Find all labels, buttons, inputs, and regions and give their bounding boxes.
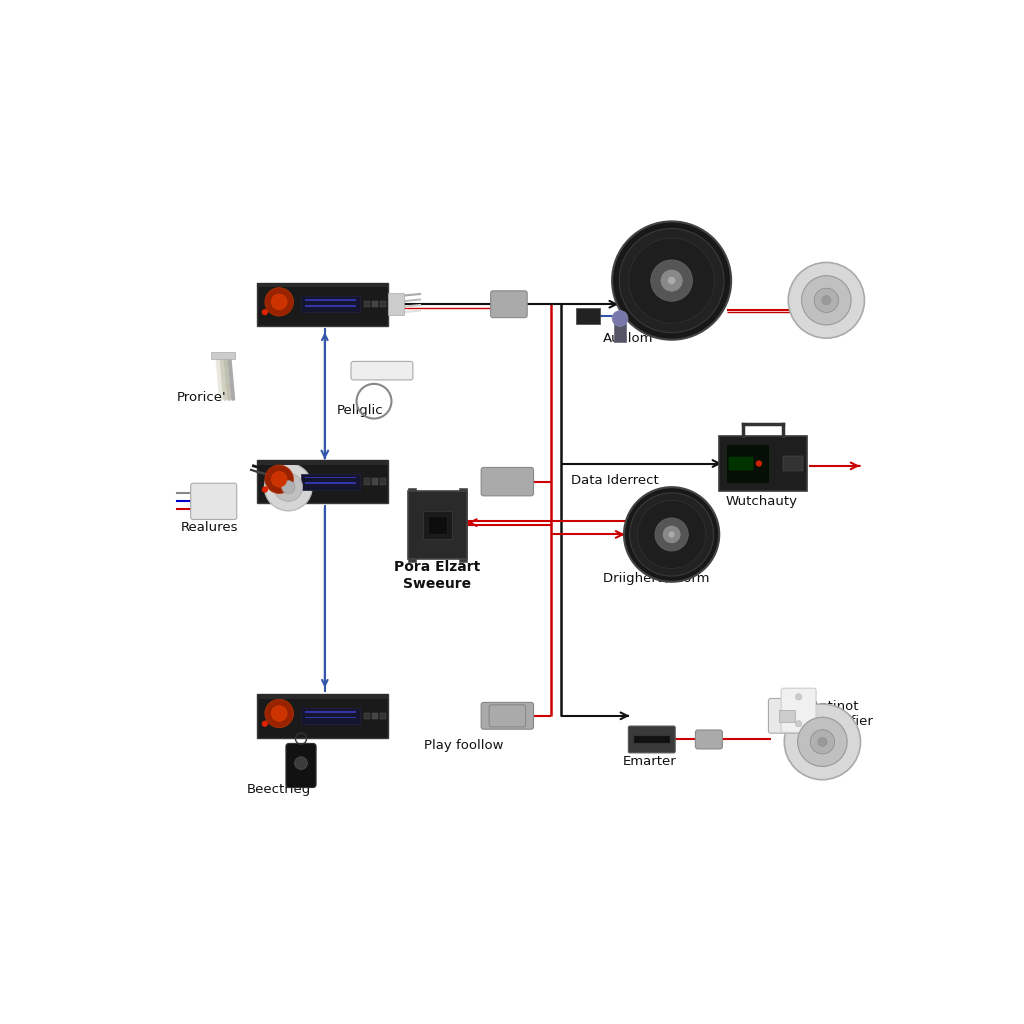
Bar xyxy=(304,305,355,306)
Bar xyxy=(428,515,447,535)
Text: Beectrieg: Beectrieg xyxy=(247,782,311,796)
Circle shape xyxy=(624,487,719,582)
Bar xyxy=(257,283,388,288)
Bar xyxy=(257,694,388,698)
Bar xyxy=(372,713,378,719)
Circle shape xyxy=(796,693,802,700)
Bar xyxy=(257,460,388,465)
Bar xyxy=(304,717,355,718)
Circle shape xyxy=(265,699,294,728)
Text: Prorice': Prorice' xyxy=(177,391,227,403)
Circle shape xyxy=(282,480,295,494)
Bar xyxy=(304,477,355,478)
Circle shape xyxy=(271,706,287,721)
FancyBboxPatch shape xyxy=(695,730,722,749)
Text: Emarter: Emarter xyxy=(623,756,676,768)
Circle shape xyxy=(620,228,724,333)
Bar xyxy=(372,478,378,484)
Circle shape xyxy=(612,310,628,327)
Bar xyxy=(460,487,467,562)
FancyBboxPatch shape xyxy=(286,743,316,787)
Text: Driigherd, Norm: Driigherd, Norm xyxy=(602,572,709,586)
Text: Data Iderrect: Data Iderrect xyxy=(570,474,658,486)
Circle shape xyxy=(814,288,839,312)
Bar xyxy=(365,301,370,307)
Circle shape xyxy=(264,464,312,511)
Circle shape xyxy=(271,294,287,309)
Text: Wutchauty: Wutchauty xyxy=(726,495,798,508)
Bar xyxy=(729,457,753,470)
Bar xyxy=(257,694,388,737)
FancyBboxPatch shape xyxy=(351,361,413,380)
Bar xyxy=(408,487,416,562)
Circle shape xyxy=(802,275,851,325)
Bar xyxy=(301,296,359,312)
Bar xyxy=(304,711,355,713)
Circle shape xyxy=(668,278,675,284)
Text: Aualom: Aualom xyxy=(602,332,653,345)
Circle shape xyxy=(798,717,847,766)
Bar xyxy=(613,318,627,342)
Circle shape xyxy=(262,309,268,315)
Circle shape xyxy=(822,296,830,305)
Bar xyxy=(719,436,807,492)
FancyBboxPatch shape xyxy=(481,702,534,729)
Text: Peliglic: Peliglic xyxy=(337,404,383,418)
Bar xyxy=(257,283,388,326)
Circle shape xyxy=(612,221,731,340)
Bar xyxy=(211,351,236,359)
FancyBboxPatch shape xyxy=(481,467,534,496)
Circle shape xyxy=(788,262,864,338)
Circle shape xyxy=(664,526,680,543)
Bar xyxy=(782,456,803,471)
Circle shape xyxy=(818,737,827,746)
Bar xyxy=(778,710,795,722)
Bar xyxy=(634,736,670,742)
Bar xyxy=(380,713,385,719)
Circle shape xyxy=(629,238,715,324)
Bar xyxy=(577,308,600,324)
Circle shape xyxy=(271,471,287,487)
Circle shape xyxy=(810,730,835,754)
Bar xyxy=(304,299,355,301)
Bar xyxy=(380,301,385,307)
Circle shape xyxy=(660,270,682,291)
Bar xyxy=(304,482,355,484)
Text: Play foollow: Play foollow xyxy=(424,739,504,753)
Bar xyxy=(257,460,388,504)
Bar xyxy=(372,301,378,307)
Bar xyxy=(726,443,769,483)
Circle shape xyxy=(756,461,762,467)
Circle shape xyxy=(262,721,268,727)
Circle shape xyxy=(630,493,714,577)
Circle shape xyxy=(274,473,303,502)
FancyBboxPatch shape xyxy=(768,698,805,733)
FancyBboxPatch shape xyxy=(190,483,237,519)
Bar xyxy=(380,478,385,484)
FancyBboxPatch shape xyxy=(629,726,675,753)
Text: Realures: Realures xyxy=(181,521,239,535)
FancyBboxPatch shape xyxy=(490,291,527,317)
Circle shape xyxy=(796,721,802,727)
Circle shape xyxy=(262,486,268,493)
Circle shape xyxy=(784,703,860,779)
Text: Antinot
Smwiffier: Antinot Smwiffier xyxy=(811,700,873,728)
Bar xyxy=(301,474,359,489)
Bar xyxy=(388,293,404,315)
Bar xyxy=(423,511,452,540)
Circle shape xyxy=(655,518,688,551)
Circle shape xyxy=(265,288,294,316)
Circle shape xyxy=(265,465,294,494)
Bar xyxy=(301,708,359,724)
Circle shape xyxy=(651,260,692,301)
FancyBboxPatch shape xyxy=(489,705,525,727)
Bar xyxy=(365,478,370,484)
Circle shape xyxy=(295,757,307,769)
Circle shape xyxy=(669,531,675,538)
Bar xyxy=(408,492,467,558)
Bar xyxy=(365,713,370,719)
Text: Pora Elzart
Sweeure: Pora Elzart Sweeure xyxy=(394,560,480,591)
FancyBboxPatch shape xyxy=(781,688,816,732)
Circle shape xyxy=(637,501,706,568)
